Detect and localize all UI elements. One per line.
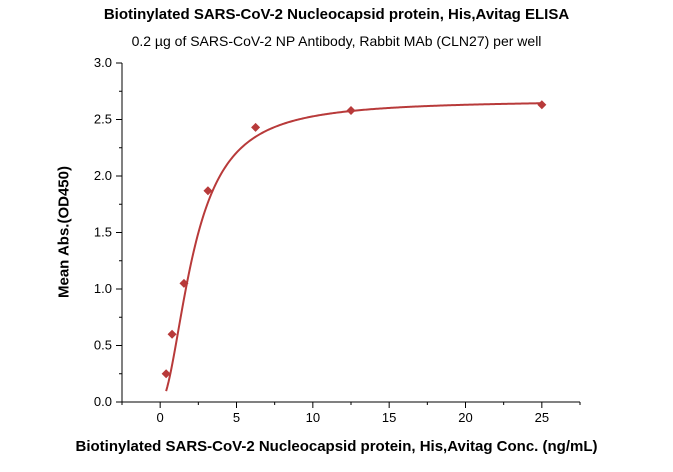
x-tick-label: 0 bbox=[157, 410, 164, 425]
axes: 0.0 0.5 1.0 1.5 2.0 2.5 3.0 0 5 10 15 20 25 bbox=[94, 55, 581, 425]
x-tick-label: 20 bbox=[458, 410, 472, 425]
y-tick-label: 1.0 bbox=[94, 281, 112, 296]
data-point bbox=[179, 278, 189, 288]
fit-curve bbox=[165, 102, 542, 392]
y-tick-label: 0.0 bbox=[94, 394, 112, 409]
data-point bbox=[346, 105, 356, 115]
x-tick-label: 15 bbox=[382, 410, 396, 425]
y-tick-label: 1.5 bbox=[94, 225, 112, 240]
x-tick-label: 10 bbox=[306, 410, 320, 425]
data-points-layer bbox=[161, 100, 547, 379]
y-tick-label: 2.5 bbox=[94, 112, 112, 127]
chart-title: Biotinylated SARS-CoV-2 Nucleocapsid pro… bbox=[103, 6, 570, 23]
x-tick-label: 5 bbox=[233, 410, 240, 425]
fit-curve-layer bbox=[165, 102, 542, 392]
x-axis-label: Biotinylated SARS-CoV-2 Nucleocapsid pro… bbox=[75, 438, 598, 455]
x-tick-label: 25 bbox=[535, 410, 549, 425]
data-point bbox=[167, 329, 177, 339]
y-tick-label: 3.0 bbox=[94, 55, 112, 70]
y-tick-label: 0.5 bbox=[94, 338, 112, 353]
data-point bbox=[203, 186, 213, 196]
chart-subtitle: 0.2 µg of SARS-CoV-2 NP Antibody, Rabbit… bbox=[131, 33, 542, 49]
data-point bbox=[161, 369, 171, 379]
data-point bbox=[537, 100, 547, 110]
data-point bbox=[251, 122, 261, 132]
y-tick-label: 2.0 bbox=[94, 168, 112, 183]
